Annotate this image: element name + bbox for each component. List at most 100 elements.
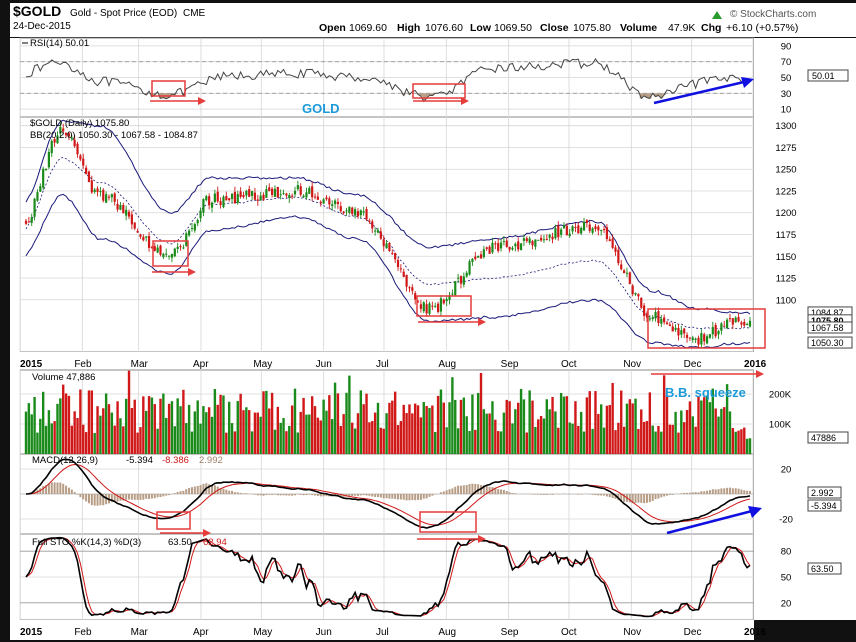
volume-bar: [445, 427, 448, 454]
volume-bar: [474, 429, 477, 454]
volume-bar: [33, 397, 36, 454]
macd-hist-bar: [654, 494, 657, 500]
macd-hist-bar: [190, 487, 193, 494]
candle-body: [342, 211, 345, 214]
volume-bar: [685, 410, 689, 454]
candle-body: [462, 276, 465, 285]
macd-hist-bar: [65, 485, 68, 494]
volume-bar: [454, 399, 457, 454]
macd-hist-bar: [351, 494, 354, 497]
macd-hist-bar: [634, 494, 637, 503]
volume-bar: [408, 404, 411, 454]
ohlc-low-label: Low: [470, 22, 492, 34]
macd-hist-bar: [448, 489, 451, 494]
candle-body: [348, 206, 351, 213]
candle-body: [631, 285, 634, 295]
volume-bar: [256, 412, 259, 454]
macd-legend-name: MACD(12,26,9): [32, 455, 98, 466]
candle-body: [697, 337, 700, 345]
macd-hist-bar: [531, 494, 534, 495]
macd-hist-bar: [671, 494, 674, 495]
volume-bar: [27, 403, 31, 454]
candle-body: [654, 311, 657, 319]
ohlc-high-label: High: [397, 22, 420, 34]
macd-hist-bar: [694, 492, 697, 494]
macd-hist-bar: [462, 485, 465, 494]
candle-body: [574, 227, 577, 229]
value-axis-label: 1100: [776, 295, 796, 306]
volume-bar: [574, 401, 577, 454]
macd-hist-bar: [580, 494, 583, 495]
candle-body: [391, 253, 394, 255]
volume-bar: [147, 396, 151, 454]
rsi-legend: RSI(14) 50.01: [30, 38, 89, 49]
volume-bar: [688, 401, 692, 454]
chart-symbol: $GOLD: [13, 3, 61, 19]
volume-bar: [680, 410, 683, 454]
volume-bar: [219, 394, 222, 454]
macd-hist-bar: [202, 483, 205, 494]
month-axis-label: Jul: [376, 627, 389, 638]
volume-bar: [459, 399, 463, 454]
volume-bar: [248, 410, 251, 454]
candle-body: [188, 230, 191, 236]
candle-body: [748, 320, 752, 327]
macd-hist-bar: [299, 494, 302, 495]
macd-hist-bar: [385, 494, 388, 499]
candle-body: [660, 318, 663, 324]
macd-hist-bar: [136, 494, 139, 500]
candle-body: [265, 189, 268, 198]
candle-body: [96, 188, 99, 192]
volume-bar: [262, 391, 265, 454]
macd-hist-bar: [339, 494, 342, 497]
volume-bar: [322, 399, 325, 454]
volume-bar: [519, 388, 523, 454]
candle-body: [600, 230, 603, 232]
month-axis-label: Apr: [193, 359, 209, 370]
candle-body: [457, 277, 460, 279]
volume-bar: [748, 438, 752, 454]
macd-hist-bar: [256, 494, 259, 496]
macd-hist-bar: [279, 494, 282, 496]
candle-body: [107, 196, 111, 198]
volume-bar: [328, 395, 331, 454]
volume-bar: [156, 428, 159, 454]
month-axis-label: May: [253, 359, 272, 370]
volume-bar: [508, 401, 511, 454]
macd-hist-bar: [402, 494, 405, 500]
macd-hist-bar: [211, 485, 214, 494]
macd-hist-bar: [708, 490, 711, 494]
macd-hist-bar: [728, 487, 731, 494]
macd-hist-bar: [319, 494, 322, 497]
volume-bar: [545, 399, 549, 454]
macd-hist-bar: [276, 494, 279, 496]
volume-bar: [319, 420, 322, 454]
candle-body: [87, 171, 91, 183]
candle-body: [156, 247, 159, 253]
candle-body: [422, 302, 425, 312]
macd-hist-bar: [645, 494, 648, 503]
volume-bar: [270, 392, 274, 454]
volume-bars: [24, 370, 752, 454]
candle-body: [27, 221, 30, 223]
volume-bar: [127, 370, 131, 454]
candle-body: [431, 305, 434, 307]
candle-body: [737, 317, 740, 322]
ohlc-open-label: Open: [319, 22, 346, 34]
candle-body: [657, 311, 660, 323]
volume-bar: [668, 424, 672, 454]
candle-body: [411, 287, 414, 291]
volume-bar: [30, 414, 33, 454]
volume-bar: [82, 424, 85, 454]
macd-hist-bar: [422, 494, 425, 499]
macd-hist-bar: [500, 489, 503, 494]
volume-bar: [313, 406, 317, 454]
candle-body: [145, 236, 148, 238]
macd-hist-bar: [628, 494, 631, 503]
candle-body: [588, 224, 591, 231]
candle-body: [256, 199, 259, 201]
candle-body: [50, 140, 53, 154]
macd-hist-bar: [457, 485, 460, 494]
volume-bar: [245, 407, 248, 454]
